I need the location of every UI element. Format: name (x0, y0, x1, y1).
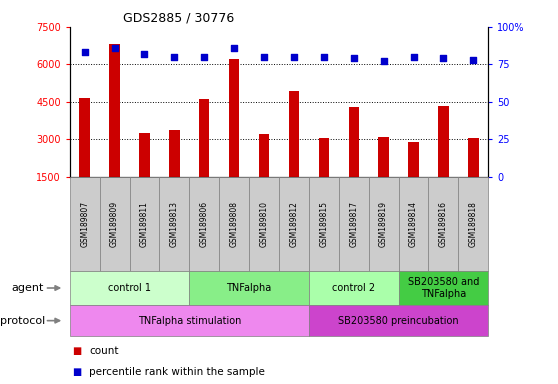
Bar (468, 138, 479, 177)
Bar (349, 107, 359, 177)
Text: control 2: control 2 (332, 283, 376, 293)
Point (290, 54, 299, 60)
Point (349, 55, 358, 61)
Text: ■: ■ (73, 367, 82, 377)
Text: GSM189807: GSM189807 (80, 200, 89, 247)
Bar (408, 142, 418, 177)
Text: GSM189819: GSM189819 (379, 201, 388, 247)
Point (200, 54, 209, 60)
Point (170, 54, 179, 60)
Point (409, 54, 418, 60)
Point (259, 54, 268, 60)
Bar (199, 99, 209, 177)
Text: TNFalpha: TNFalpha (227, 283, 272, 293)
Text: GSM189817: GSM189817 (349, 201, 358, 247)
Text: GSM189810: GSM189810 (259, 201, 268, 247)
Text: SB203580 preincubation: SB203580 preincubation (338, 316, 459, 326)
Text: GSM189815: GSM189815 (319, 201, 328, 247)
Bar (229, 59, 239, 177)
Text: GSM189806: GSM189806 (200, 200, 209, 247)
Bar (378, 137, 389, 177)
Bar (438, 106, 449, 177)
Text: SB203580 and
TNFalpha: SB203580 and TNFalpha (408, 277, 479, 299)
Bar (140, 133, 150, 177)
Point (140, 51, 149, 57)
Bar (79, 98, 90, 177)
Text: count: count (89, 346, 119, 356)
Text: TNFalpha stimulation: TNFalpha stimulation (138, 316, 241, 326)
Text: GSM189816: GSM189816 (439, 201, 448, 247)
Point (319, 54, 328, 60)
Text: percentile rank within the sample: percentile rank within the sample (89, 367, 265, 377)
Bar (169, 131, 180, 177)
Text: GSM189813: GSM189813 (170, 201, 179, 247)
Text: GDS2885 / 30776: GDS2885 / 30776 (123, 12, 234, 25)
Bar (259, 134, 270, 177)
Text: GSM189808: GSM189808 (230, 201, 239, 247)
Point (230, 45, 239, 51)
Point (469, 57, 478, 63)
Text: control 1: control 1 (108, 283, 151, 293)
Bar (319, 138, 329, 177)
Text: agent: agent (11, 283, 44, 293)
Text: GSM189818: GSM189818 (469, 201, 478, 247)
Point (379, 58, 388, 65)
Bar (109, 44, 120, 177)
Point (110, 45, 119, 51)
Text: GSM189814: GSM189814 (409, 201, 418, 247)
Point (439, 55, 448, 61)
Text: GSM189809: GSM189809 (110, 200, 119, 247)
Text: GSM189811: GSM189811 (140, 201, 149, 247)
Text: ■: ■ (73, 346, 82, 356)
Bar (288, 91, 299, 177)
Text: protocol: protocol (0, 316, 45, 326)
Text: GSM189812: GSM189812 (290, 201, 299, 247)
Point (80, 49, 89, 55)
